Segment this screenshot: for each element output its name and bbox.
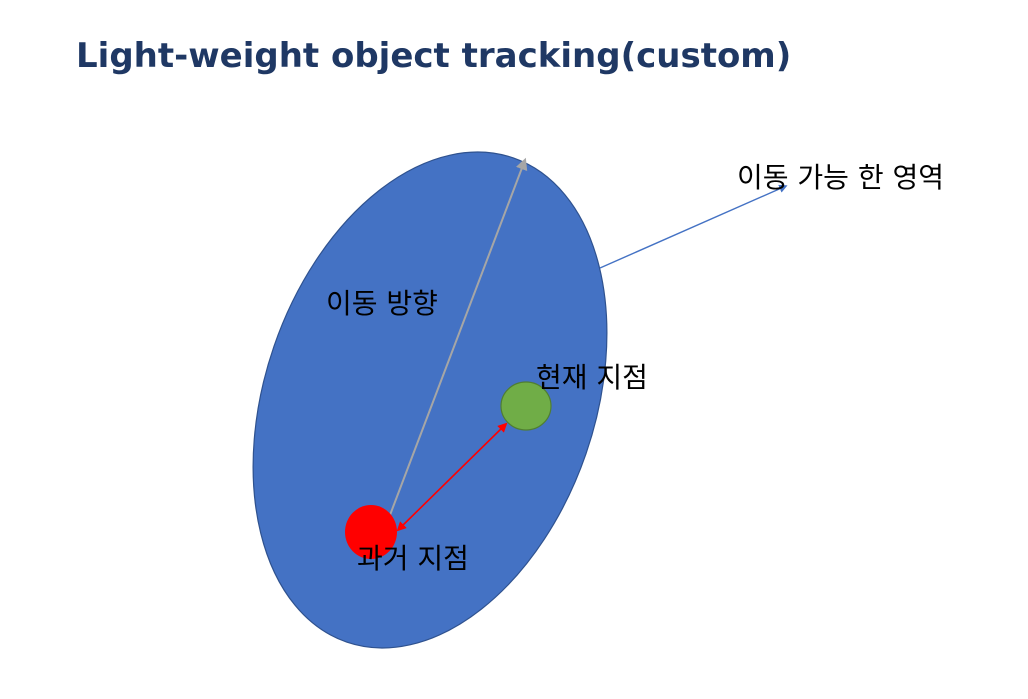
callout-arrow xyxy=(599,184,788,269)
current-point-label: 현재 지점 xyxy=(536,361,648,394)
past-point-label: 과거 지점 xyxy=(357,542,469,575)
move-direction-label: 이동 방향 xyxy=(326,287,438,320)
movable-region-ellipse xyxy=(252,151,608,649)
slide-title: Light-weight object tracking(custom) xyxy=(76,36,792,76)
current-point-marker xyxy=(500,381,552,431)
movable-area-label: 이동 가능 한 영역 xyxy=(737,161,944,194)
displacement-arrow xyxy=(396,422,508,532)
past-point-marker xyxy=(345,505,397,559)
